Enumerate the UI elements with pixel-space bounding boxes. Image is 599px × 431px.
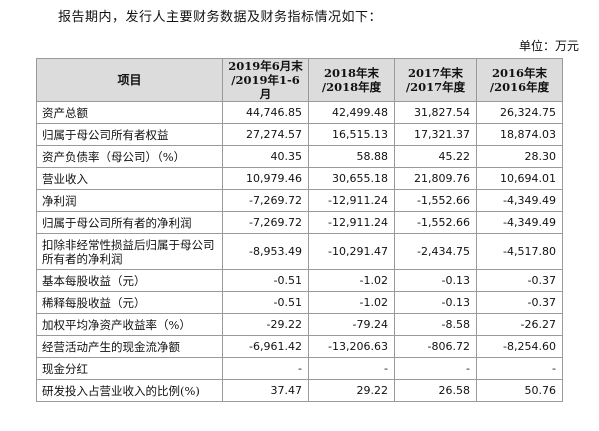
header-line2: /2016年度 — [489, 80, 550, 94]
cell-value: -0.37 — [476, 291, 563, 314]
table-row: 资产负债率（母公司）（%） 40.35 58.88 45.22 28.30 — [36, 145, 563, 168]
cell-value: 21,809.76 — [394, 167, 477, 190]
header-item-label: 项目 — [117, 73, 142, 87]
cell-value: -4,349.49 — [476, 189, 563, 212]
row-label: 归属于母公司所有者权益 — [36, 123, 223, 146]
header-line1: 2017年末 — [407, 66, 463, 80]
table-row: 基本每股收益（元） -0.51 -1.02 -0.13 -0.37 — [36, 269, 563, 292]
unit-label: 单位：万元 — [518, 39, 579, 53]
cell-value: -26.27 — [476, 313, 563, 336]
cell-value: 42,499.48 — [308, 101, 395, 124]
header-2016: 2016年末 /2016年度 — [476, 58, 563, 102]
cell-value: -29.22 — [222, 313, 309, 336]
cell-value: 18,874.03 — [476, 123, 563, 146]
cell-value: -8.58 — [394, 313, 477, 336]
cell-value: -4,517.80 — [476, 233, 563, 270]
table-header-row: 项目 2019年6月末 /2019年1-6月 2018年末 /2018年度 20… — [36, 58, 563, 102]
cell-value: - — [394, 357, 477, 380]
row-label: 净利润 — [36, 189, 223, 212]
financial-data-table: 项目 2019年6月末 /2019年1-6月 2018年末 /2018年度 20… — [36, 58, 563, 402]
cell-value: -4,349.49 — [476, 211, 563, 234]
table-row: 现金分红 - - - - — [36, 357, 563, 380]
row-label: 扣除非经常性损益后归属于母公司所有者的净利润 — [36, 233, 223, 270]
cell-value: 45.22 — [394, 145, 477, 168]
cell-value: -1.02 — [308, 269, 395, 292]
table-row: 净利润 -7,269.72 -12,911.24 -1,552.66 -4,34… — [36, 189, 563, 212]
cell-value: -7,269.72 — [222, 189, 309, 212]
row-label: 加权平均净资产收益率（%） — [36, 313, 223, 336]
cell-value: -12,911.24 — [308, 211, 395, 234]
cell-value: -79.24 — [308, 313, 395, 336]
cell-value: -13,206.63 — [308, 335, 395, 358]
cell-value: -0.51 — [222, 291, 309, 314]
cell-value: -0.13 — [394, 291, 477, 314]
row-label: 现金分红 — [36, 357, 223, 380]
cell-value: 26,324.75 — [476, 101, 563, 124]
cell-value: -806.72 — [394, 335, 477, 358]
cell-value: -1,552.66 — [394, 211, 477, 234]
cell-value: -1.02 — [308, 291, 395, 314]
cell-value: -0.51 — [222, 269, 309, 292]
header-line2: /2019年1-6月 — [231, 73, 300, 101]
cell-value: - — [476, 357, 563, 380]
table-row: 加权平均净资产收益率（%） -29.22 -79.24 -8.58 -26.27 — [36, 313, 563, 336]
cell-value: 44,746.85 — [222, 101, 309, 124]
cell-value: -8,254.60 — [476, 335, 563, 358]
cell-value: -8,953.49 — [222, 233, 309, 270]
table-row: 研发投入占营业收入的比例(%) 37.47 29.22 26.58 50.76 — [36, 379, 563, 402]
row-label: 研发投入占营业收入的比例(%) — [36, 379, 223, 402]
row-label: 营业收入 — [36, 167, 223, 190]
cell-value: 10,979.46 — [222, 167, 309, 190]
cell-value: 27,274.57 — [222, 123, 309, 146]
table-row: 扣除非经常性损益后归属于母公司所有者的净利润 -8,953.49 -10,291… — [36, 233, 563, 270]
table-row: 经营活动产生的现金流净额 -6,961.42 -13,206.63 -806.7… — [36, 335, 563, 358]
cell-value: 26.58 — [394, 379, 477, 402]
cell-value: 50.76 — [476, 379, 563, 402]
row-label: 资产负债率（母公司）（%） — [36, 145, 223, 168]
header-2018: 2018年末 /2018年度 — [308, 58, 395, 102]
header-line1: 2019年6月末 — [228, 59, 303, 73]
cell-value: 10,694.01 — [476, 167, 563, 190]
header-line1: 2016年末 — [491, 66, 547, 80]
row-label: 经营活动产生的现金流净额 — [36, 335, 223, 358]
cell-value: - — [308, 357, 395, 380]
cell-value: 28.30 — [476, 145, 563, 168]
cell-value: -0.37 — [476, 269, 563, 292]
cell-value: -6,961.42 — [222, 335, 309, 358]
header-item: 项目 — [36, 58, 223, 102]
cell-value: -1,552.66 — [394, 189, 477, 212]
cell-value: 17,321.37 — [394, 123, 477, 146]
cell-value: -12,911.24 — [308, 189, 395, 212]
cell-value: -2,434.75 — [394, 233, 477, 270]
cell-value: 16,515.13 — [308, 123, 395, 146]
row-label: 资产总额 — [36, 101, 223, 124]
row-label: 稀释每股收益（元） — [36, 291, 223, 314]
table-row: 稀释每股收益（元） -0.51 -1.02 -0.13 -0.37 — [36, 291, 563, 314]
intro-text: 报告期内，发行人主要财务数据及财务指标情况如下： — [58, 10, 383, 25]
table-row: 资产总额 44,746.85 42,499.48 31,827.54 26,32… — [36, 101, 563, 124]
cell-value: 31,827.54 — [394, 101, 477, 124]
header-line2: /2017年度 — [405, 80, 466, 94]
cell-value: -10,291.47 — [308, 233, 395, 270]
cell-value: 30,655.18 — [308, 167, 395, 190]
cell-value: 29.22 — [308, 379, 395, 402]
header-2017: 2017年末 /2017年度 — [394, 58, 477, 102]
cell-value: 58.88 — [308, 145, 395, 168]
cell-value: 37.47 — [222, 379, 309, 402]
table-row: 归属于母公司所有者的净利润 -7,269.72 -12,911.24 -1,55… — [36, 211, 563, 234]
table-row: 营业收入 10,979.46 30,655.18 21,809.76 10,69… — [36, 167, 563, 190]
header-2019h1: 2019年6月末 /2019年1-6月 — [222, 58, 309, 102]
table-row: 归属于母公司所有者权益 27,274.57 16,515.13 17,321.3… — [36, 123, 563, 146]
cell-value: - — [222, 357, 309, 380]
row-label: 归属于母公司所有者的净利润 — [36, 211, 223, 234]
row-label: 基本每股收益（元） — [36, 269, 223, 292]
cell-value: 40.35 — [222, 145, 309, 168]
header-line1: 2018年末 — [323, 66, 379, 80]
cell-value: -0.13 — [394, 269, 477, 292]
cell-value: -7,269.72 — [222, 211, 309, 234]
header-line2: /2018年度 — [321, 80, 382, 94]
